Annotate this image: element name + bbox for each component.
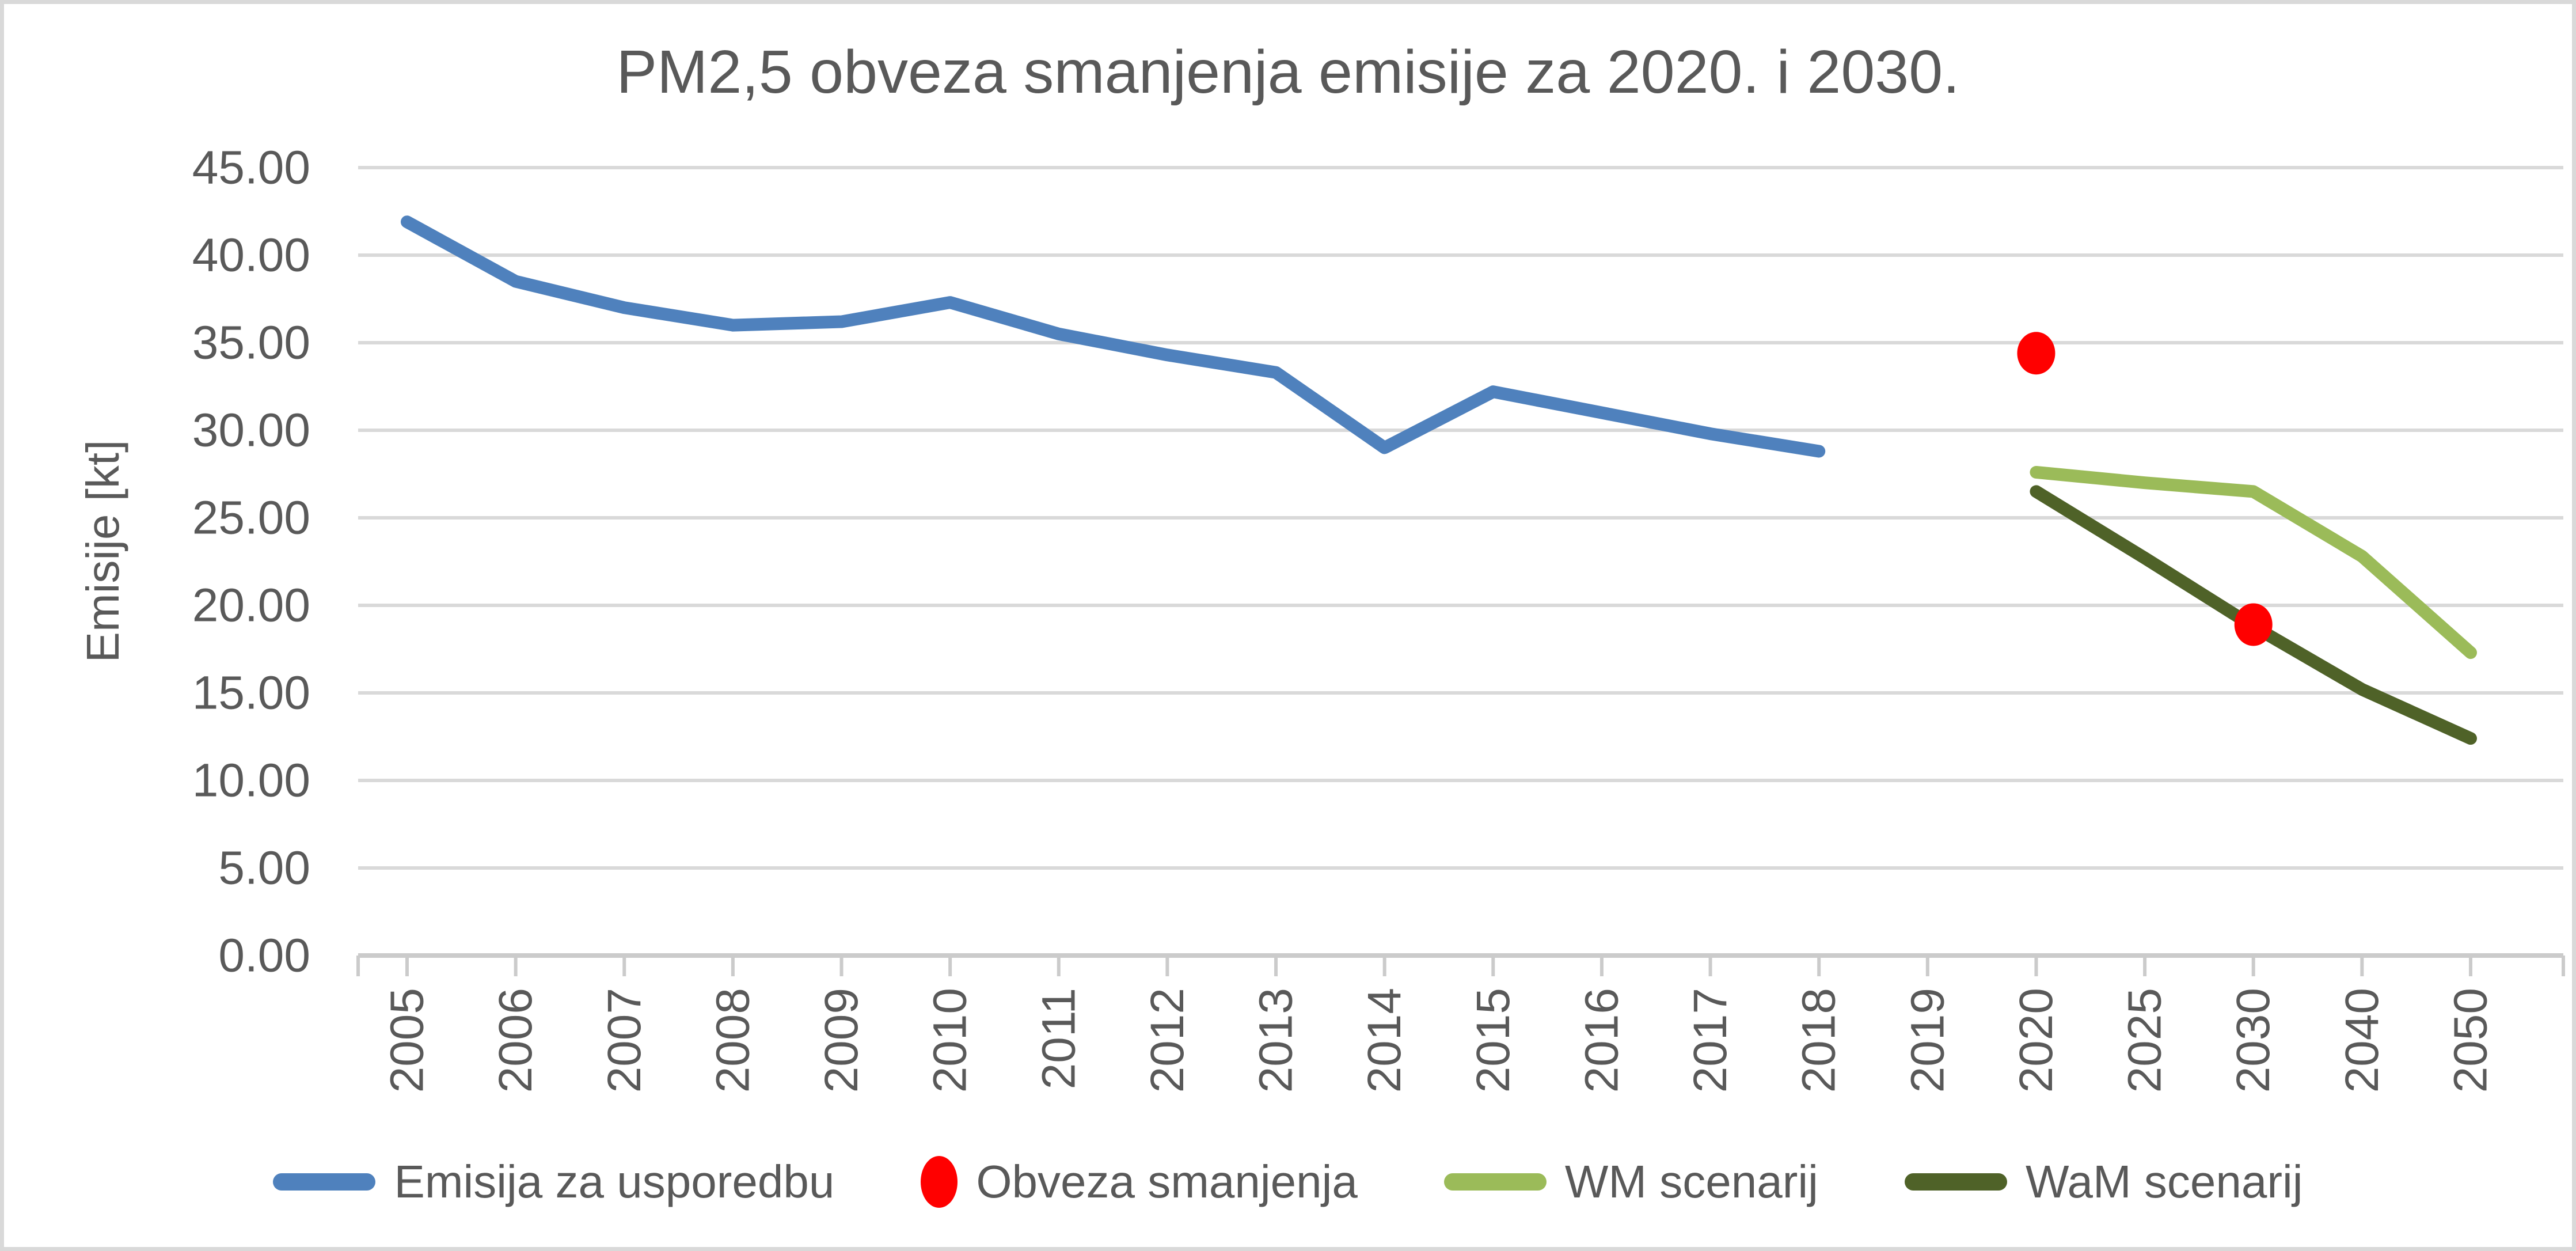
legend-label-wam-scenarij: WaM scenarij xyxy=(2025,1156,2303,1207)
y-tick-label: 30.00 xyxy=(192,404,310,457)
series-markers-obveza-smanjenja xyxy=(2017,332,2273,646)
data-point-marker xyxy=(2234,603,2273,646)
data-point-marker xyxy=(2017,332,2056,375)
x-tick-label: 2040 xyxy=(2336,988,2388,1093)
chart-title: PM2,5 obveza smanjenja emisije za 2020. … xyxy=(616,38,1960,106)
series-line-emisija-za-usporedbu xyxy=(401,215,1826,458)
x-axis-labels: 2005 2006 2007 2008 2009 2010 2011 2012 2013 2014… xyxy=(381,988,2497,1093)
y-tick-label: 15.00 xyxy=(192,667,310,719)
y-axis-labels: 45.00 40.00 35.00 30.00 25.00 20.00 15.00 10.00… xyxy=(192,142,310,982)
y-tick-label: 40.00 xyxy=(192,229,310,282)
y-tick-label: 0.00 xyxy=(218,930,310,982)
x-tick-label: 2012 xyxy=(1141,988,1194,1093)
x-tick-label: 2020 xyxy=(2010,988,2062,1093)
x-axis-ticks xyxy=(356,956,2565,976)
legend: Emisija za usporedbu Obveza smanjenja WM… xyxy=(4,1147,2572,1216)
x-tick-label: 2018 xyxy=(1793,988,1845,1093)
legend-line-swatch-blue xyxy=(273,1173,376,1191)
x-tick-label: 2013 xyxy=(1250,988,1302,1093)
y-tick-label: 5.00 xyxy=(218,842,310,894)
y-tick-label: 45.00 xyxy=(192,142,310,194)
x-tick-label: 2015 xyxy=(1467,988,1519,1093)
legend-label-wm-scenarij: WM scenarij xyxy=(1564,1156,1818,1207)
x-tick-label: 2025 xyxy=(2119,988,2171,1093)
legend-dot-swatch-red xyxy=(921,1156,958,1208)
legend-item-wam-scenarij: WaM scenarij xyxy=(1904,1155,2303,1208)
legend-line-swatch-light-green xyxy=(1443,1173,1547,1191)
x-tick-label: 2050 xyxy=(2444,988,2497,1093)
legend-label-emisija-za-usporedbu: Emisija za usporedbu xyxy=(394,1156,835,1207)
x-tick-label: 2008 xyxy=(706,988,759,1093)
x-tick-label: 2019 xyxy=(1901,988,1954,1093)
x-tick-label: 2007 xyxy=(598,988,651,1093)
x-tick-label: 2009 xyxy=(815,988,868,1093)
x-tick-label: 2014 xyxy=(1358,988,1411,1093)
x-tick-label: 2017 xyxy=(1684,988,1737,1093)
x-tick-label: 2005 xyxy=(381,988,434,1093)
series-line-wm-scenarij xyxy=(2030,465,2477,659)
y-tick-label: 10.00 xyxy=(192,755,310,807)
gridlines xyxy=(358,166,2563,870)
x-tick-label: 2011 xyxy=(1032,988,1085,1089)
y-tick-label: 35.00 xyxy=(192,317,310,369)
x-tick-label: 2030 xyxy=(2227,988,2279,1093)
y-tick-label: 25.00 xyxy=(192,492,310,544)
legend-item-wm-scenarij: WM scenarij xyxy=(1443,1155,1818,1208)
y-tick-label: 20.00 xyxy=(192,579,310,632)
plot-area: 45.00 40.00 35.00 30.00 25.00 20.00 15.00 10.00… xyxy=(192,142,2565,1093)
x-tick-label: 2016 xyxy=(1575,988,1628,1093)
x-tick-label: 2006 xyxy=(489,988,542,1093)
legend-item-obveza-smanjenja: Obveza smanjenja xyxy=(921,1155,1358,1208)
x-tick-label: 2010 xyxy=(924,988,977,1093)
legend-item-emisija-za-usporedbu: Emisija za usporedbu xyxy=(273,1155,834,1208)
legend-line-swatch-dark-green xyxy=(1904,1173,2007,1191)
legend-label-obveza-smanjenja: Obveza smanjenja xyxy=(976,1156,1358,1207)
